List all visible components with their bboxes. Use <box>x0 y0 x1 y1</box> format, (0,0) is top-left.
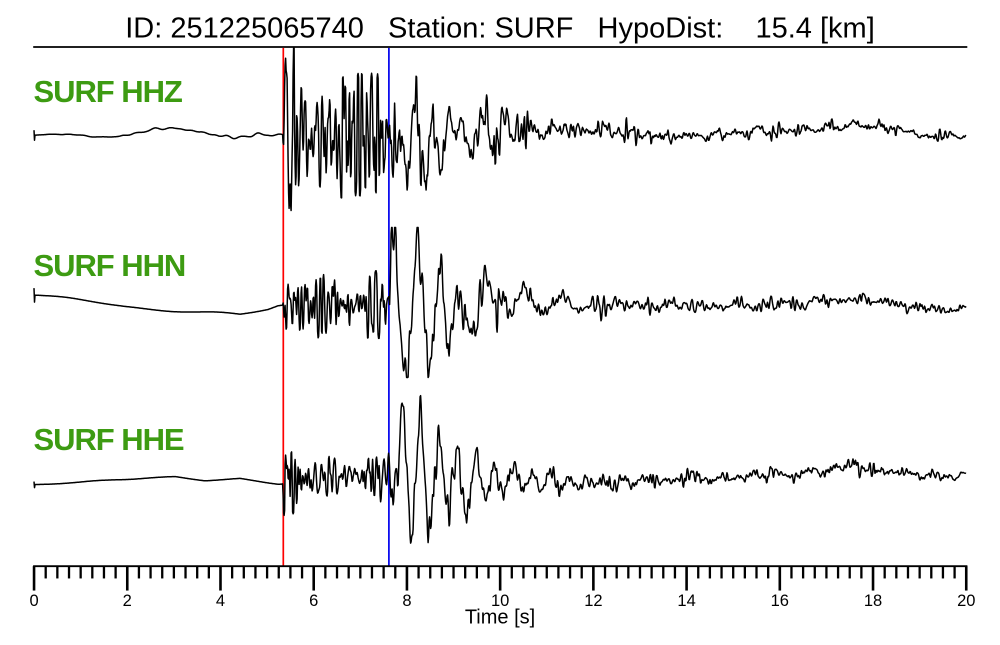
svg-text:SURF HHE: SURF HHE <box>34 422 184 457</box>
svg-text:4: 4 <box>216 592 225 610</box>
svg-text:14: 14 <box>677 592 695 610</box>
svg-text:2: 2 <box>123 592 132 610</box>
svg-text:12: 12 <box>584 592 602 610</box>
svg-text:8: 8 <box>402 592 411 610</box>
svg-text:10: 10 <box>491 592 509 610</box>
svg-text:ID: 251225065740 Station: SU: ID: 251225065740 Station: SURF HypoDist:… <box>125 12 875 44</box>
svg-text:SURF HHN: SURF HHN <box>34 248 186 283</box>
svg-text:0: 0 <box>29 592 38 610</box>
svg-text:SURF HHZ: SURF HHZ <box>34 74 183 109</box>
svg-text:18: 18 <box>864 592 882 610</box>
svg-text:6: 6 <box>309 592 318 610</box>
svg-text:Time [s]: Time [s] <box>465 607 535 629</box>
svg-text:20: 20 <box>957 592 975 610</box>
svg-text:16: 16 <box>771 592 789 610</box>
